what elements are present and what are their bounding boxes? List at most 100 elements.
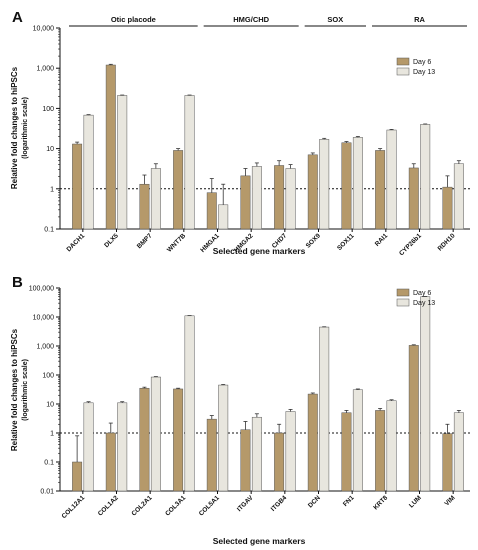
bar-day6 [105, 64, 116, 230]
category-label: COL3A1 [164, 494, 187, 517]
category-label: COL12A1 [61, 494, 87, 520]
bar-day13 [352, 389, 363, 492]
category-label: ITGAV [236, 494, 255, 513]
category-label: COL1A2 [97, 494, 120, 517]
legend-swatch-day6 [396, 57, 410, 66]
panel-a-ticks: 0.1 1 10 100 1,000 10,000 [33, 26, 60, 234]
legend-swatch-day13 [396, 67, 410, 76]
bar-day6 [442, 433, 453, 492]
panel-a-xlabel: Selected gene markers [213, 246, 306, 256]
y-tick-label: 1 [50, 186, 54, 193]
bar-day13 [386, 129, 397, 230]
panel-b-legend: Day 6 Day 13 [396, 288, 435, 307]
panel-b-ticks: 0.01 0.1 1 10 100 1,000 10,000 100,000 [29, 286, 60, 496]
bar-day13 [251, 416, 262, 492]
bar-day6 [240, 175, 251, 230]
bar-day6 [206, 192, 217, 230]
bar-day6 [173, 150, 184, 230]
panel-a-ylabel: Relative fold changes to hiPSCs [10, 66, 19, 189]
y-tick-label: 10,000 [33, 315, 55, 322]
bar-day6 [375, 150, 386, 230]
group-label: Otic placode [111, 15, 156, 24]
bar-day13 [453, 412, 464, 492]
category-label: RDH10 [437, 232, 457, 252]
panel-a-axes [59, 28, 470, 230]
y-tick-label: 100,000 [29, 286, 54, 293]
bar-day6 [307, 393, 318, 492]
panel-b: B Relative fold changes to hiPSCs (logar… [10, 274, 470, 546]
panel-b-categories: COL12A1 COL1A2 COL2A1 COL3A1 COL5A1 ITGAV ITGB… [61, 491, 457, 520]
y-tick-label: 0.1 [44, 227, 54, 234]
group-label: SOX [327, 15, 343, 24]
bar-day6 [173, 388, 184, 492]
bar-day13 [83, 402, 94, 492]
bar-day13 [251, 166, 262, 230]
bar-day6 [72, 143, 83, 230]
panel-a: A Relative fold changes to hiPSCs (logar… [10, 9, 470, 257]
y-tick-label: 1,000 [36, 66, 54, 73]
bar-day6 [240, 429, 251, 492]
bar-day6 [139, 387, 150, 492]
bar-day13 [184, 315, 195, 492]
y-tick-label: 100 [42, 106, 54, 113]
panel-a-groups: Otic placode HMG/CHD SOX RA [69, 15, 467, 27]
category-label: DCN [307, 494, 322, 509]
category-label: DLX5 [103, 232, 120, 249]
bar-day6 [341, 142, 352, 230]
panel-b-letter: B [12, 274, 23, 291]
category-label: RAI1 [374, 232, 390, 248]
y-tick-label: 10 [46, 402, 54, 409]
category-label: DACH1 [65, 232, 86, 253]
bar-day13 [218, 204, 229, 230]
bar-day13 [117, 95, 128, 230]
bar-day13 [420, 124, 431, 230]
bar-day13 [285, 168, 296, 230]
bar-day6 [274, 165, 285, 230]
bar-day13 [453, 163, 464, 230]
legend-swatch-day13 [396, 298, 410, 307]
panel-b-ylabel: Relative fold changes to hiPSCs [10, 328, 19, 451]
bar-day13 [117, 402, 128, 492]
legend-label: Day 13 [413, 300, 435, 307]
panel-a-legend: Day 6 Day 13 [396, 57, 435, 76]
bar-day6 [72, 461, 83, 492]
category-label: LUM [408, 494, 423, 509]
panel-a-bars [72, 63, 464, 230]
bar-day6 [442, 186, 453, 230]
legend-label: Day 6 [413, 59, 431, 66]
category-label: ITGB4 [270, 494, 289, 513]
group-label: RA [414, 15, 425, 24]
panel-a-ylabel-sub: (logarithmic scale) [22, 97, 29, 159]
category-label: FN1 [342, 494, 356, 508]
bar-day6 [274, 432, 285, 492]
bar-day13 [184, 95, 195, 230]
bar-day13 [420, 296, 431, 492]
panel-b-xlabel: Selected gene markers [213, 536, 306, 546]
category-label: BMP7 [136, 232, 154, 250]
panel-b-bars [72, 296, 464, 492]
panel-a-letter: A [12, 9, 23, 26]
category-label: WNT7B [166, 232, 188, 254]
category-label: KRT8 [372, 494, 389, 511]
bar-day6 [307, 154, 318, 230]
y-tick-label: 10 [46, 146, 54, 153]
bar-day13 [285, 411, 296, 492]
bar-day6 [408, 345, 419, 492]
legend-label: Day 6 [413, 290, 431, 297]
bar-day13 [218, 384, 229, 492]
category-label: VIM [443, 494, 456, 507]
category-label: SOX11 [336, 232, 356, 252]
bar-day6 [341, 412, 352, 492]
category-label: CYP26b1 [398, 232, 423, 257]
legend-swatch-day6 [396, 288, 410, 297]
panel-b-ylabel-sub: (logarithmic scale) [22, 359, 29, 421]
y-tick-label: 100 [42, 373, 54, 380]
y-tick-label: 1 [50, 431, 54, 438]
y-tick-label: 0.01 [40, 489, 54, 496]
category-label: COL5A1 [198, 494, 221, 517]
bar-day6 [206, 418, 217, 492]
y-tick-label: 0.1 [44, 460, 54, 467]
bar-day6 [139, 183, 150, 230]
bar-day6 [408, 167, 419, 230]
